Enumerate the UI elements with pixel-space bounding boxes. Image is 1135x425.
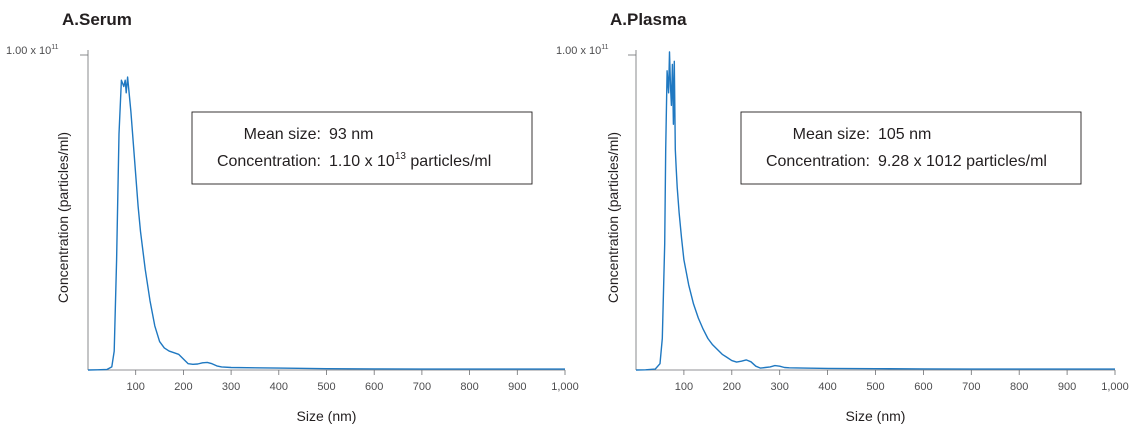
x-tick-label: 700 <box>413 381 431 393</box>
x-tick-label: 500 <box>866 381 884 393</box>
concentration-value: 1.10 x 1013 particles/ml <box>329 151 491 170</box>
x-tick-label: 200 <box>174 381 192 393</box>
series-line-0 <box>635 51 1115 371</box>
concentration-value: 9.28 x 1012 particles/ml <box>878 153 1047 170</box>
x-tick-label: 600 <box>914 381 932 393</box>
x-axis-label: Size (nm) <box>297 408 357 424</box>
x-tick-label: 700 <box>962 381 980 393</box>
x-tick-label: 1,000 <box>551 381 579 393</box>
concentration-label: Concentration: <box>217 153 321 170</box>
x-tick-label: 800 <box>460 381 478 393</box>
mean-size-label: Mean size: <box>793 126 870 143</box>
mean-size-value: 93 nm <box>329 126 373 143</box>
x-tick-label: 500 <box>317 381 335 393</box>
x-tick-label: 100 <box>127 381 145 393</box>
y-axis-label: Concentration (particles/ml) <box>55 132 71 303</box>
y-tick-label: 1.00 x 1011 <box>6 44 59 57</box>
series-line-0 <box>87 76 565 371</box>
chart-panel-serum: A.Serum 1.00 x 1011 100 200 300 400 500 600 700 8… <box>6 10 579 424</box>
x-tick-label: 300 <box>222 381 240 393</box>
mean-size-value: 105 nm <box>878 126 931 143</box>
concentration-label: Concentration: <box>766 153 870 170</box>
x-tick-label: 100 <box>675 381 693 393</box>
x-tick-label: 900 <box>1058 381 1076 393</box>
x-tick-label: 200 <box>723 381 741 393</box>
annotation-box <box>191 111 533 185</box>
x-tick-label: 1,000 <box>1101 381 1129 393</box>
x-tick-label: 400 <box>818 381 836 393</box>
y-tick-label: 1.00 x 1011 <box>556 44 609 57</box>
x-tick-label: 300 <box>771 381 789 393</box>
chart-title: A.Serum <box>62 10 132 29</box>
annotation-box <box>740 111 1082 185</box>
x-axis-label: Size (nm) <box>846 408 906 424</box>
chart-title: A.Plasma <box>610 10 687 29</box>
y-axis-label: Concentration (particles/ml) <box>605 132 621 303</box>
x-tick-label: 400 <box>270 381 288 393</box>
chart-panel-plasma: A.Plasma 1.00 x 1011 100 200 300 400 500 600 700… <box>556 10 1129 424</box>
mean-size-label: Mean size: <box>244 126 321 143</box>
x-tick-label: 900 <box>508 381 526 393</box>
x-tick-label: 800 <box>1010 381 1028 393</box>
x-tick-label: 600 <box>365 381 383 393</box>
